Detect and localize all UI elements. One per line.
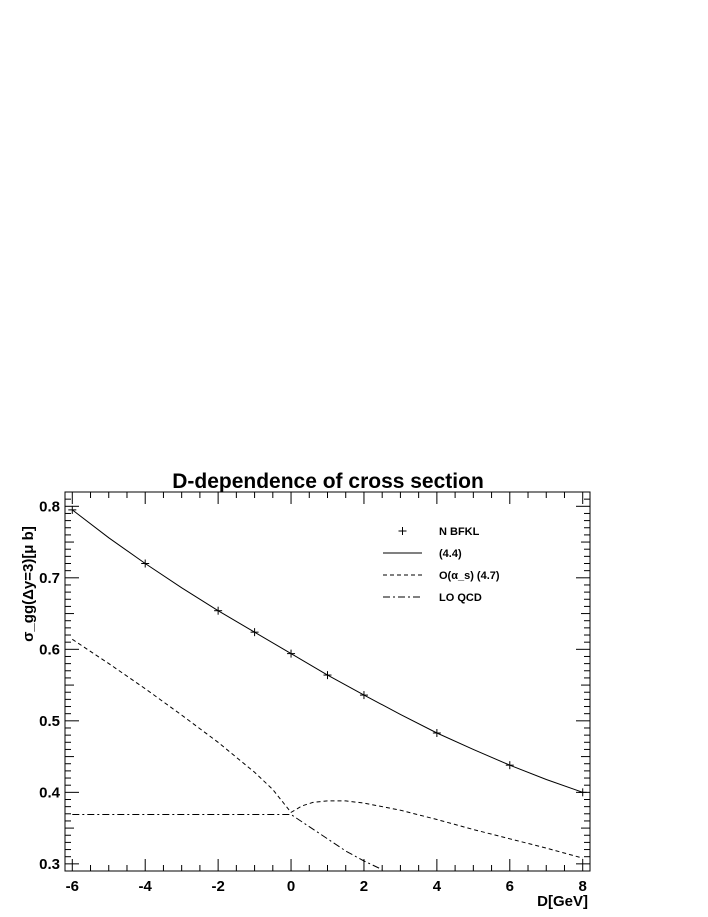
legend-entry: N BFKL xyxy=(398,526,480,538)
legend-label: (4.4) xyxy=(439,548,462,560)
legend-entry: (4.4) xyxy=(383,548,462,560)
x-tick-label: -6 xyxy=(66,878,79,895)
y-tick-labels: 0.3 0.4 0.5 0.6 0.7 0.8 xyxy=(39,498,61,873)
series-layer xyxy=(68,505,587,871)
x-axis-label: D[GeV] xyxy=(537,893,588,910)
y-tick-label: 0.7 xyxy=(39,570,60,587)
legend-label: LO QCD xyxy=(439,592,482,604)
y-tick-label: 0.5 xyxy=(39,713,60,730)
x-tick-label: 8 xyxy=(579,878,587,895)
y-tick-label: 0.4 xyxy=(39,784,61,801)
series-line-2 xyxy=(72,638,583,859)
x-tick-labels: -6 -4 -2 0 2 4 6 8 xyxy=(66,878,587,895)
y-axis-label: σ_gg(Δy=3)[μ b] xyxy=(20,526,37,642)
x-tick-label: 0 xyxy=(287,878,295,895)
data-point xyxy=(68,505,77,514)
x-tick-label: -4 xyxy=(139,878,153,895)
x-tick-label: 2 xyxy=(360,878,368,895)
y-tick-label: 0.3 xyxy=(39,856,60,873)
legend-entry: LO QCD xyxy=(383,592,482,604)
series-line-3 xyxy=(72,814,383,871)
x-tick-label: -2 xyxy=(211,878,224,895)
y-tick-label: 0.6 xyxy=(39,641,60,658)
legend-label: N BFKL xyxy=(439,526,480,538)
y-tick-label: 0.8 xyxy=(39,498,60,515)
series-markers-0 xyxy=(68,505,587,797)
series-line-1 xyxy=(71,509,583,793)
data-point xyxy=(578,788,587,797)
x-axis-ticks xyxy=(71,492,584,871)
chart-title: D-dependence of cross section xyxy=(172,470,484,493)
x-tick-label: 6 xyxy=(506,878,514,895)
legend-label: O(α_s) (4.7) xyxy=(439,570,500,582)
x-tick-label: 4 xyxy=(433,878,442,895)
legend-entry: O(α_s) (4.7) xyxy=(383,570,500,582)
legend: N BFKL (4.4) O(α_s) (4.7) LO QCD xyxy=(383,526,500,604)
y-axis-ticks xyxy=(65,498,590,872)
